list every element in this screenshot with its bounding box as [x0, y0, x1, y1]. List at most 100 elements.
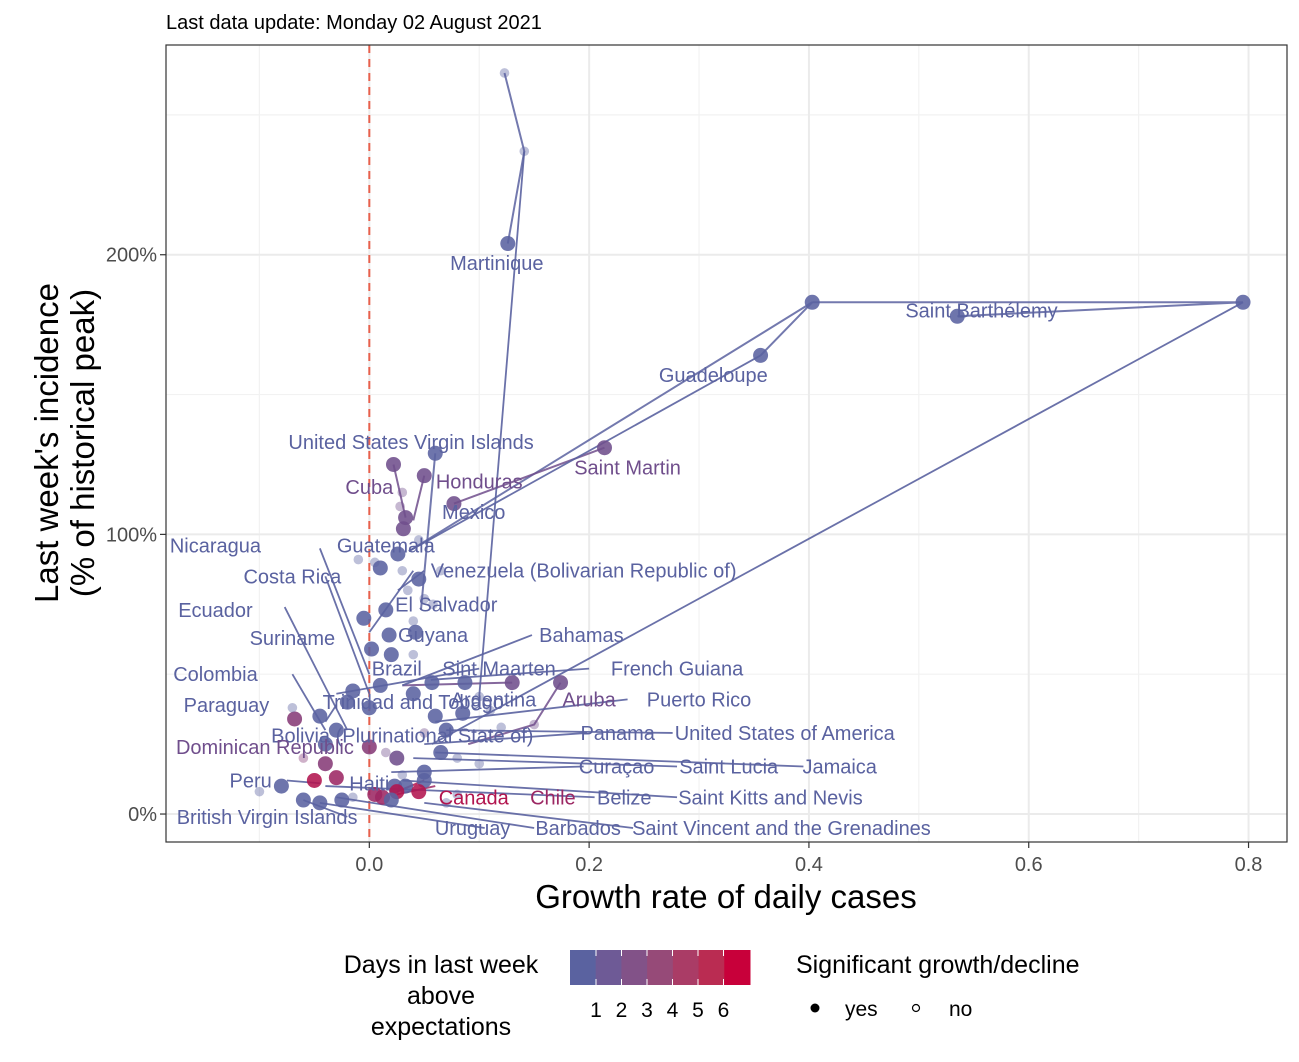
data-point — [411, 784, 427, 800]
data-points — [254, 68, 1251, 811]
leader-line — [424, 732, 587, 746]
data-point-nonsig — [413, 535, 424, 545]
trajectory-line — [402, 681, 513, 687]
data-point-nonsig — [348, 792, 358, 803]
data-point — [949, 308, 965, 324]
country-label: Colombia — [173, 664, 258, 686]
leader-line — [303, 799, 348, 818]
leader-line — [368, 570, 415, 633]
data-point-nonsig — [397, 565, 408, 576]
data-point — [438, 722, 454, 738]
country-label: Guadeloupe — [659, 365, 768, 387]
country-label: Saint Vincent and the Grenadines — [632, 818, 931, 840]
data-point — [504, 675, 520, 691]
country-label: Peru — [229, 770, 271, 792]
data-point — [334, 792, 350, 808]
leader-line — [478, 151, 526, 697]
country-label: Puerto Rico — [647, 689, 752, 711]
data-point — [500, 236, 516, 252]
country-label: Barbados — [535, 818, 621, 840]
trajectory-line — [412, 475, 426, 521]
country-labels: Martinique Saint Barthélemy Guadeloupe Unit… — [170, 253, 1058, 840]
country-label: El Salvador — [395, 594, 498, 616]
data-point — [312, 708, 328, 724]
legend-shape-no-icon — [911, 1003, 921, 1013]
colorbar-segment — [647, 950, 674, 985]
colorbar-tick-label: 5 — [692, 999, 704, 1022]
data-point — [427, 445, 443, 461]
data-point — [317, 756, 333, 772]
country-label: Honduras — [436, 471, 523, 493]
y-axis-title-line2: (% of historical peak) — [64, 289, 101, 597]
y-axis-title-line1: Last week's incidence — [28, 283, 65, 603]
country-label: United States of America — [675, 723, 896, 745]
data-point — [378, 602, 394, 618]
country-label: Guyana — [398, 625, 469, 647]
leader-line — [324, 576, 371, 695]
data-point — [405, 686, 421, 702]
legend-shape-yes-icon — [810, 1003, 820, 1013]
legend-shape: Significant growth/decline yes no — [796, 951, 1080, 1021]
x-tick-label: 0.6 — [1015, 854, 1043, 876]
data-point-nonsig — [474, 691, 485, 702]
country-label: Bolivia (Plurinational State of) — [271, 726, 533, 748]
leader-line — [283, 606, 349, 731]
legend-color-title-1: Days in last week — [344, 951, 539, 979]
country-label: Venezuela (Bolivarian Republic of) — [431, 561, 737, 583]
leader-line — [408, 354, 762, 552]
colorbar-tick-label: 3 — [641, 999, 653, 1022]
country-label: Belize — [597, 787, 651, 809]
data-point — [389, 750, 405, 766]
country-label: Guatemala — [337, 536, 436, 558]
legend-shape-no-label: no — [949, 998, 972, 1021]
country-label: Argentina — [451, 689, 537, 711]
country-label: Saint Lucia — [679, 756, 779, 778]
data-point — [295, 792, 311, 808]
colorbar-segment — [570, 950, 597, 985]
country-label: Bahamas — [539, 625, 624, 647]
y-axis-title: Last week's incidence (% of historical p… — [28, 283, 101, 603]
data-point-nonsig — [287, 702, 298, 713]
country-label: Mexico — [442, 502, 505, 524]
data-point — [416, 468, 432, 484]
country-label: Uruguay — [435, 818, 511, 840]
country-label: Costa Rica — [243, 566, 342, 588]
leader-line — [424, 801, 634, 829]
data-point-nonsig — [419, 728, 430, 738]
country-label: Aruba — [562, 689, 616, 711]
data-point-nonsig — [419, 593, 430, 604]
country-label: Martinique — [450, 253, 543, 275]
legend-shape-yes-label: yes — [845, 998, 878, 1021]
data-point — [427, 708, 443, 724]
data-point-nonsig — [353, 554, 364, 565]
data-point-nonsig — [485, 705, 496, 716]
leader-line — [430, 667, 590, 681]
data-point-nonsig — [441, 798, 452, 808]
country-label: Suriname — [250, 628, 336, 650]
country-label: Saint Kitts and Nevis — [678, 787, 863, 809]
data-point-nonsig — [452, 789, 463, 800]
data-point — [361, 739, 377, 755]
data-point — [385, 456, 401, 472]
country-label: Ecuador — [178, 600, 253, 622]
leader-line — [446, 729, 673, 734]
leader-line — [413, 757, 678, 768]
data-point — [273, 778, 289, 794]
country-label: Cuba — [345, 477, 394, 499]
leader-line — [319, 548, 371, 675]
x-axis-ticks: 0.0 0.2 0.4 0.6 0.8 — [355, 842, 1262, 876]
data-point — [597, 440, 613, 456]
data-point — [383, 792, 399, 808]
data-point — [339, 694, 355, 710]
leader-line — [401, 634, 533, 687]
data-point-nonsig — [529, 719, 539, 730]
country-label: Nicaragua — [170, 536, 262, 558]
data-point — [553, 675, 569, 691]
data-point-nonsig — [370, 557, 380, 568]
data-point — [372, 677, 388, 693]
data-point-nonsig — [519, 146, 530, 157]
data-point-nonsig — [402, 585, 413, 596]
